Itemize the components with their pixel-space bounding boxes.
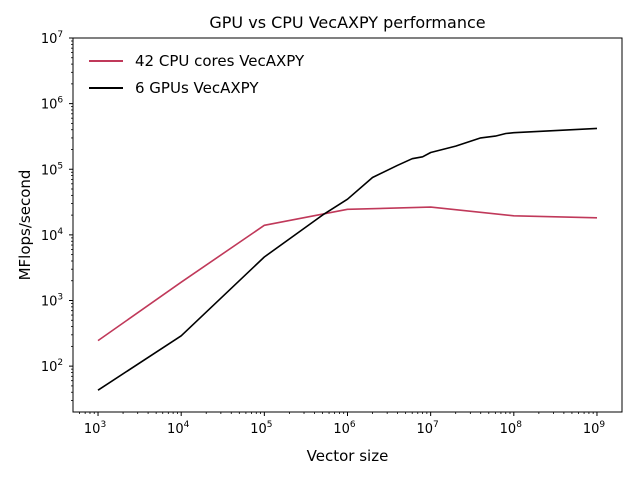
y-tick-label: 107 bbox=[41, 30, 63, 47]
chart-title: GPU vs CPU VecAXPY performance bbox=[209, 13, 485, 32]
series-line-1 bbox=[97, 127, 598, 391]
y-tick-label: 103 bbox=[41, 293, 63, 310]
y-tick-label: 102 bbox=[41, 358, 63, 375]
y-tick-label: 106 bbox=[41, 96, 64, 113]
plot-lines bbox=[97, 127, 598, 391]
x-tick-label: 104 bbox=[167, 420, 190, 437]
y-axis-ticks: 102 103 104 105 106 107 bbox=[41, 30, 73, 401]
x-axis-label: Vector size bbox=[307, 447, 389, 465]
legend: 42 CPU cores VecAXPY 6 GPUs VecAXPY bbox=[89, 52, 305, 97]
legend-label-1: 6 GPUs VecAXPY bbox=[135, 79, 259, 97]
x-tick-label: 109 bbox=[583, 420, 606, 437]
y-axis-label: MFlops/second bbox=[16, 170, 34, 281]
series-line-0 bbox=[97, 206, 598, 342]
x-tick-label: 107 bbox=[417, 420, 439, 437]
legend-label-0: 42 CPU cores VecAXPY bbox=[135, 52, 305, 70]
x-tick-label: 103 bbox=[84, 420, 106, 437]
x-tick-label: 108 bbox=[500, 420, 523, 437]
x-tick-label: 106 bbox=[333, 420, 356, 437]
x-tick-label: 105 bbox=[250, 420, 272, 437]
y-tick-label: 104 bbox=[41, 227, 64, 244]
x-axis-ticks: 103 104 105 106 107 108 109 bbox=[79, 412, 606, 437]
y-tick-label: 105 bbox=[41, 161, 63, 178]
